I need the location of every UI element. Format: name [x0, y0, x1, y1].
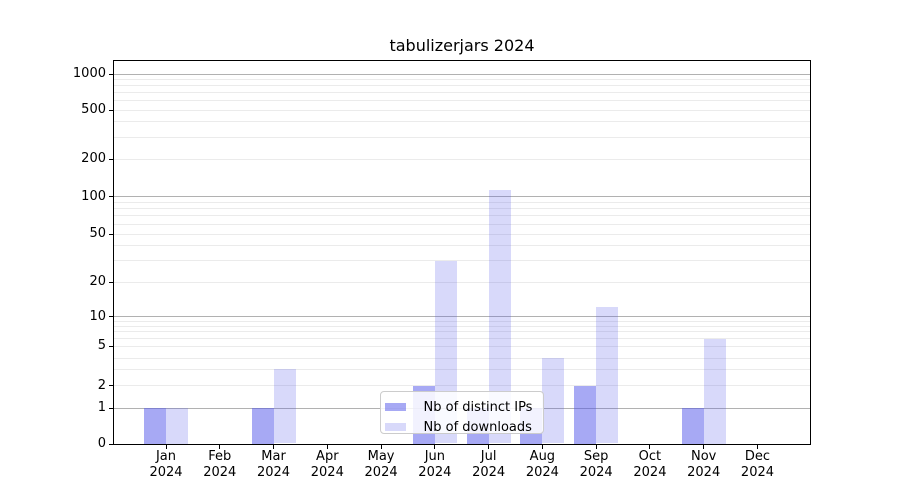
x-tick-mark [649, 444, 651, 449]
legend-label-downloads: Nb of downloads [423, 419, 532, 435]
y-tick-mark [109, 233, 113, 235]
x-tick-label: Jan 2024 [149, 449, 183, 480]
x-tick-label: Jul 2024 [472, 449, 506, 480]
y-tick-label: 20 [89, 274, 106, 289]
gridline-minor [114, 281, 810, 283]
bar-downloads [542, 358, 565, 444]
y-tick-mark [109, 385, 113, 386]
legend-swatch-downloads [384, 423, 406, 431]
y-tick-label: 1 [97, 400, 106, 415]
gridline-minor [114, 325, 810, 327]
gridline-minor [114, 92, 810, 94]
y-tick-label: 50 [89, 226, 106, 241]
x-tick-mark [541, 444, 543, 449]
y-tick-label: 10 [89, 308, 106, 324]
x-tick-label: Apr 2024 [310, 449, 344, 480]
x-tick-label: Sep 2024 [579, 449, 613, 480]
x-tick-label: Nov 2024 [687, 449, 721, 480]
bar-downloads [488, 189, 511, 444]
y-tick-mark [109, 73, 113, 75]
y-tick-label: 0 [97, 436, 106, 451]
gridline-minor [114, 320, 810, 322]
x-tick-label: Aug 2024 [525, 449, 559, 480]
gridline-minor [114, 233, 810, 235]
y-tick-label: 200 [81, 151, 106, 166]
y-tick-mark [109, 316, 113, 317]
y-tick-mark [109, 345, 113, 347]
x-tick-label: Dec 2024 [740, 449, 775, 480]
legend-item-distinct-ips: Nb of distinct IPs [384, 397, 544, 417]
bar-downloads [703, 338, 726, 444]
gridline-minor [114, 158, 810, 160]
bar-distinct-ips [574, 385, 597, 444]
x-tick-mark [326, 444, 328, 449]
gridline-minor [114, 245, 810, 247]
gridline-minor [114, 338, 810, 339]
y-tick-mark [109, 407, 113, 409]
x-tick-mark [756, 444, 758, 449]
x-tick-label: May 2024 [364, 449, 398, 480]
x-tick-mark [488, 444, 490, 449]
bar-downloads [273, 369, 296, 444]
y-tick-label: 500 [81, 102, 106, 117]
chart-title: tabulizerjars 2024 [389, 36, 535, 55]
legend-item-downloads: Nb of downloads [384, 417, 544, 437]
bar-distinct-ips [251, 408, 274, 444]
x-tick-label: Oct 2024 [633, 449, 667, 480]
x-tick-label: Feb 2024 [203, 449, 237, 480]
y-tick-label: 100 [81, 188, 106, 204]
y-tick-mark [109, 443, 113, 445]
gridline-minor [114, 260, 810, 262]
gridline-minor [114, 136, 810, 138]
x-tick-label: Jun 2024 [418, 449, 452, 480]
gridline-minor [114, 368, 810, 370]
x-tick-mark [595, 444, 597, 449]
x-tick-mark [380, 444, 382, 449]
gridline-minor [114, 331, 810, 333]
gridline-minor [114, 215, 810, 217]
gridline-minor [114, 345, 810, 347]
y-tick-label: 2 [97, 377, 106, 393]
legend-swatch-distinct-ips [384, 403, 406, 411]
gridline-major [114, 316, 810, 317]
x-tick-label: Mar 2024 [256, 449, 291, 480]
legend: Nb of distinct IPs Nb of downloads [380, 391, 544, 437]
bar-downloads [166, 408, 188, 444]
x-tick-mark [703, 444, 705, 449]
y-tick-label: 1000 [72, 66, 106, 81]
gridline-minor [114, 201, 810, 203]
gridline-minor [114, 109, 810, 111]
gridline-major [114, 73, 810, 75]
gridline-minor [114, 100, 810, 102]
x-tick-mark [165, 444, 167, 449]
y-tick-mark [109, 109, 113, 111]
y-tick-label: 5 [97, 338, 106, 353]
bar-distinct-ips [681, 408, 704, 444]
gridline-major [114, 196, 810, 197]
gridline-minor [114, 85, 810, 87]
y-tick-mark [109, 196, 113, 197]
x-tick-mark [434, 444, 436, 449]
y-tick-mark [109, 158, 113, 160]
gridline-minor [114, 385, 810, 386]
y-tick-mark [109, 281, 113, 283]
bar-downloads [596, 307, 619, 444]
gridline-minor [114, 208, 810, 210]
gridline-minor [114, 121, 810, 123]
x-tick-mark [273, 444, 275, 449]
gridline-minor [114, 357, 810, 359]
bar-distinct-ips [144, 408, 166, 444]
gridline-minor [114, 78, 810, 80]
gridline-minor [114, 223, 810, 225]
legend-label-distinct-ips: Nb of distinct IPs [423, 399, 533, 415]
x-tick-mark [219, 444, 221, 449]
